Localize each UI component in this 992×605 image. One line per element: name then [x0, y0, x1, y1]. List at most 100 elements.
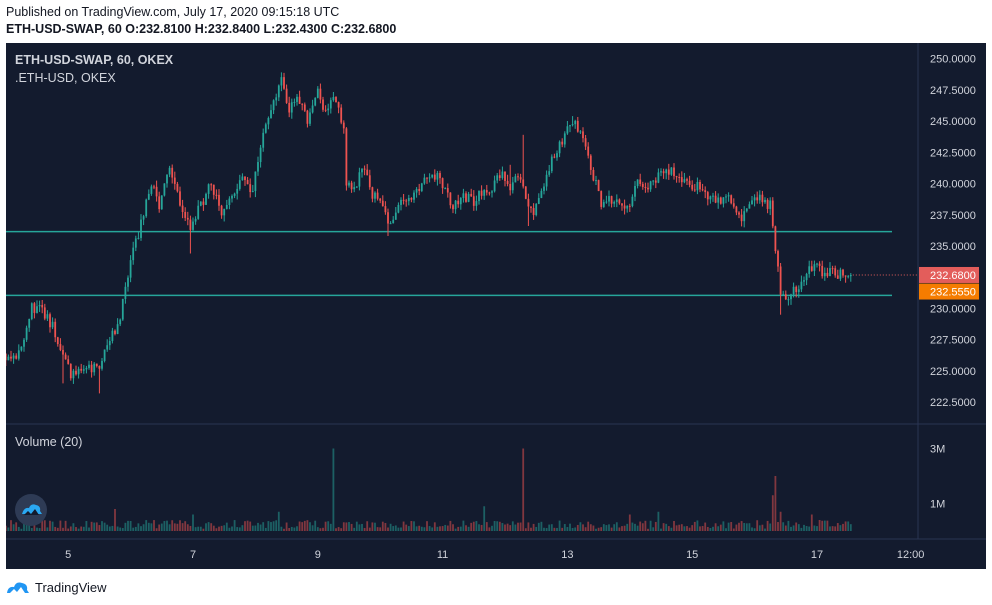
volume-bar [397, 527, 400, 531]
volume-bar [376, 527, 379, 531]
candle-body [696, 181, 699, 191]
candle-body [283, 77, 285, 89]
candle-body [192, 221, 194, 230]
volume-bar [491, 525, 493, 531]
volume-bar [342, 522, 345, 531]
volume-bar [579, 522, 582, 531]
candle-body [106, 345, 109, 350]
volume-bar [813, 525, 816, 531]
candle-body [361, 168, 363, 173]
chart-panel[interactable]: 250.0000 247.5000 245.0000 242.5000 240.0000… [6, 43, 986, 569]
candle-body [548, 171, 551, 175]
candle-body [623, 205, 626, 209]
candle-body [764, 199, 766, 203]
volume-bar [166, 520, 168, 531]
volume-bar [745, 523, 748, 531]
candle-body [262, 132, 265, 148]
candle-body [145, 199, 148, 217]
volume-bar [675, 525, 678, 531]
volume-bar [623, 525, 626, 531]
volume-bar [826, 520, 829, 531]
candle-body [579, 131, 582, 133]
volume-bar [610, 527, 613, 531]
candle-body [340, 107, 343, 123]
volume-bar [264, 527, 267, 531]
volume-bar [784, 525, 787, 531]
candle-body [93, 363, 96, 373]
candle-body [704, 190, 707, 193]
volume-bar [257, 522, 259, 531]
candle-body [678, 176, 681, 178]
footer: TradingView [6, 578, 107, 596]
candle-body [64, 354, 67, 360]
candle-body [743, 211, 746, 222]
volume-bar [290, 526, 293, 531]
volume-bar [108, 526, 111, 531]
volume-bar [496, 521, 499, 531]
volume-bar [329, 523, 332, 531]
candle-body [519, 177, 522, 180]
candle-body [233, 193, 236, 196]
volume-bar [504, 524, 506, 531]
candle-body [717, 197, 720, 203]
volume-bar [283, 528, 285, 531]
candle-body [241, 176, 244, 181]
candle-body [173, 177, 176, 184]
volume-bar [20, 528, 23, 531]
candle-body [569, 125, 571, 127]
candle-body [446, 188, 449, 193]
volume-bar [849, 524, 852, 531]
candle-body [472, 196, 475, 206]
candle-body [366, 169, 369, 176]
volume-bar [199, 526, 202, 531]
volume-bar [407, 526, 410, 531]
volume-bar [816, 526, 818, 531]
volume-bar [743, 522, 746, 531]
volume-bar [764, 528, 766, 531]
candle-body [210, 184, 213, 186]
candle-body [842, 269, 844, 276]
candle-body [179, 191, 181, 206]
volume-bar [418, 525, 421, 531]
time-tick-label: 9 [315, 549, 321, 561]
candle-body [758, 194, 761, 201]
volume-bar [615, 522, 618, 531]
candle-body [475, 201, 478, 206]
candle-body [636, 179, 639, 186]
candle-body [628, 205, 631, 207]
published-note: Published on TradingView.com, July 17, 2… [6, 5, 340, 19]
time-tick-label: 5 [65, 549, 71, 561]
volume-bar [696, 520, 699, 531]
candle-body [332, 97, 335, 101]
price-tick-label: 250.0000 [930, 54, 976, 66]
candle-body [483, 190, 486, 196]
candle-body [17, 350, 20, 359]
volume-bar [597, 527, 600, 531]
candle-body [686, 179, 688, 181]
volume-bar [498, 521, 501, 531]
candle-body [436, 173, 439, 180]
price-tick-label: 242.5000 [930, 147, 976, 159]
candle-body [613, 201, 616, 204]
candle-body [452, 205, 454, 210]
candle-body [719, 197, 722, 204]
volume-bar [602, 524, 605, 531]
candle-body [264, 124, 267, 133]
candle-body [38, 304, 41, 307]
volume-bar [85, 521, 88, 531]
volume-bar [649, 520, 652, 531]
candle-body [821, 265, 824, 277]
candle-body [621, 203, 623, 206]
volume-bar [795, 522, 798, 531]
candle-body [88, 364, 90, 368]
candle-body [673, 167, 675, 177]
candle-body [69, 363, 72, 379]
volume-bar [371, 522, 374, 531]
volume-bar [246, 520, 249, 531]
candle-body [397, 204, 400, 213]
chart-svg[interactable]: 250.0000 247.5000 245.0000 242.5000 240.0000… [6, 43, 986, 569]
footer-brand: TradingView [35, 579, 107, 595]
volume-bar [478, 524, 480, 531]
candle-body [478, 190, 480, 202]
volume-bar [17, 526, 20, 531]
